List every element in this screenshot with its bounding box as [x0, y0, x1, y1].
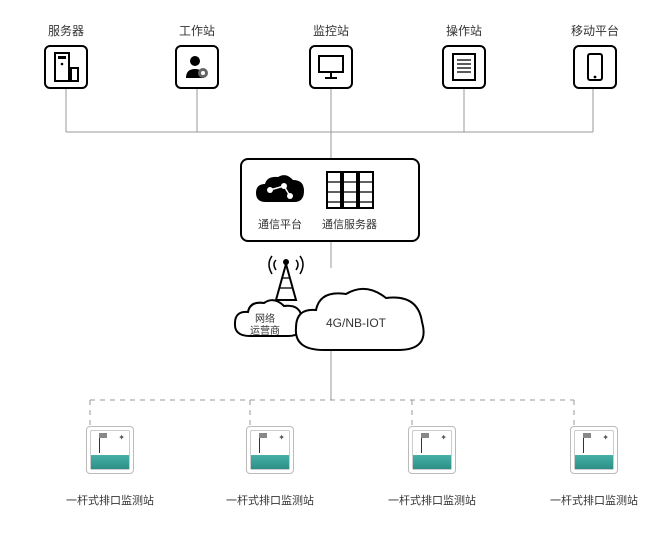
node-operation: 操作站 [442, 22, 486, 89]
phone-icon [585, 52, 605, 82]
station-label-4: 一杆式排口监测站 [550, 492, 638, 508]
node-server: 服务器 [44, 22, 88, 89]
cloud-big-label: 4G/NB-IOT [326, 316, 386, 330]
label-workstation: 工作站 [179, 22, 215, 39]
station-box-icon: ✦ [86, 426, 134, 474]
station-box-icon: ✦ [570, 426, 618, 474]
panel-icon [450, 52, 478, 82]
station-box-icon: ✦ [246, 426, 294, 474]
icon-monitor-box [309, 45, 353, 89]
comm-box: 通信平台 通信服务器 [240, 158, 420, 242]
node-mobile: 移动平台 [571, 22, 619, 89]
label-monitor: 监控站 [313, 22, 349, 39]
desktop-icon [316, 53, 346, 81]
comm-cell-platform: 通信平台 [252, 172, 308, 232]
station-label-1: 一杆式排口监测站 [66, 492, 154, 508]
station-3: ✦ 一杆式排口监测站 [388, 426, 476, 508]
station-box-icon: ✦ [408, 426, 456, 474]
node-monitor: 监控站 [309, 22, 353, 89]
user-gear-icon [182, 52, 212, 82]
icon-server-box [44, 45, 88, 89]
cloud-small-label: 网络 运营商 [250, 314, 280, 338]
station-2: ✦ 一杆式排口监测站 [226, 426, 314, 508]
comm-label-platform: 通信平台 [258, 216, 302, 232]
icon-workstation-box [175, 45, 219, 89]
station-1: ✦ 一杆式排口监测站 [66, 426, 154, 508]
cloud-tower-group: 网络 运营商 4G/NB-IOT [230, 258, 450, 358]
station-label-2: 一杆式排口监测站 [226, 492, 314, 508]
server-icon [53, 52, 79, 82]
label-mobile: 移动平台 [571, 22, 619, 39]
icon-operation-box [442, 45, 486, 89]
cloud-net-icon [252, 172, 308, 212]
rack-icon [325, 168, 375, 212]
comm-cell-server: 通信服务器 [322, 168, 377, 232]
label-operation: 操作站 [446, 22, 482, 39]
node-workstation: 工作站 [175, 22, 219, 89]
station-4: ✦ 一杆式排口监测站 [550, 426, 638, 508]
station-label-3: 一杆式排口监测站 [388, 492, 476, 508]
label-server: 服务器 [48, 22, 84, 39]
icon-mobile-box [573, 45, 617, 89]
comm-label-server: 通信服务器 [322, 216, 377, 232]
